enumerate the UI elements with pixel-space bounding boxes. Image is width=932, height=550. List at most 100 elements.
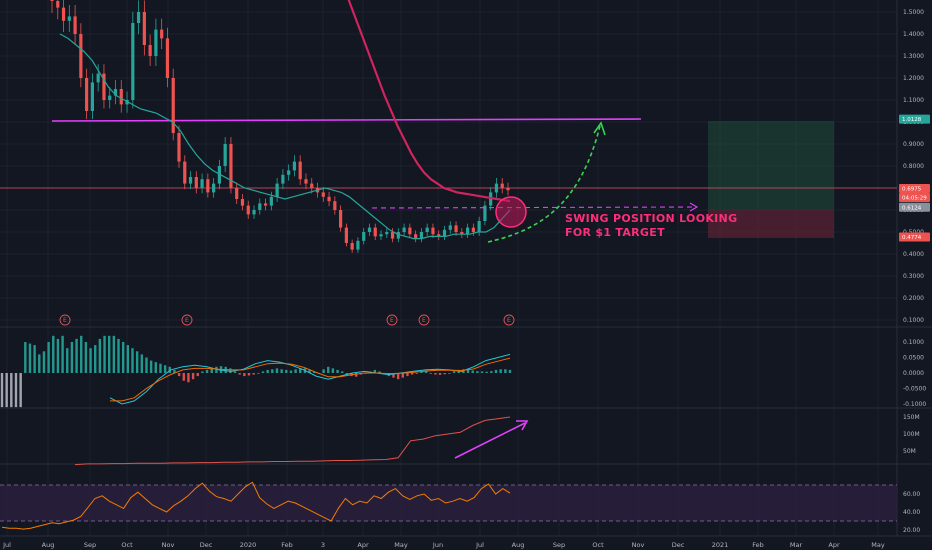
macd-histogram-bar [247, 373, 251, 376]
loss-zone-box[interactable] [708, 209, 834, 238]
price-tick-label: 0.3000 [903, 273, 924, 280]
price-tick-label: 0.4000 [903, 251, 924, 258]
time-tick-label: 2020 [240, 541, 257, 549]
macd-histogram-bar [452, 371, 456, 373]
macd-histogram-bar [252, 373, 255, 375]
macd-histogram-bar [80, 335, 83, 373]
time-tick-label: Aug [42, 541, 55, 549]
macd-histogram-bar [336, 369, 339, 373]
earnings-marker[interactable]: E [181, 314, 193, 326]
macd-histogram-bar [401, 373, 405, 378]
macd-histogram-bar [89, 348, 92, 373]
price-badge[interactable]: 0.6975 [899, 184, 930, 194]
earnings-marker[interactable]: E [503, 314, 515, 326]
macd-histogram-bar [266, 369, 269, 373]
macd-histogram-bar [443, 373, 446, 375]
slow-moving-average[interactable] [345, 0, 511, 203]
price-badge[interactable]: 04:05:29 [899, 192, 930, 202]
obv-trend-arrow[interactable] [454, 422, 526, 459]
macd-histogram-bar [415, 373, 418, 374]
moving-averages [59, 0, 511, 240]
macd-tick-label: 0.0000 [903, 370, 924, 377]
candle-body [113, 89, 118, 96]
earnings-marker[interactable]: E [386, 314, 398, 326]
macd-histogram-bar [42, 351, 46, 373]
rsi-pane [0, 481, 897, 530]
macd-histogram-bar [131, 348, 134, 373]
candle-body [339, 210, 343, 228]
profit-zone-box[interactable] [708, 121, 834, 209]
obv-line[interactable] [74, 416, 511, 466]
candle-body [448, 225, 452, 230]
macd-histogram-bar [508, 369, 512, 373]
macd-histogram-bar [112, 335, 116, 373]
candle-body [154, 29, 158, 56]
price-candles [50, 0, 510, 253]
candle-body [408, 227, 412, 235]
time-tick-label: May [871, 541, 885, 549]
candle-body [269, 196, 273, 206]
macd-histogram-bar [229, 368, 232, 373]
time-tick-label: Nov [162, 541, 175, 549]
fast-moving-average[interactable] [59, 33, 511, 240]
price-badge[interactable]: 0.6124 [899, 202, 930, 212]
time-tick-label: Dec [200, 541, 213, 549]
candle-body [500, 183, 504, 188]
candle-body [171, 78, 175, 133]
time-tick-label: Apr [357, 541, 369, 549]
macd-histogram-bar [448, 373, 451, 374]
candle-body [344, 227, 348, 243]
macd-histogram-bar [490, 371, 493, 373]
candle-body [212, 183, 216, 193]
macd-histogram-bar [438, 373, 442, 375]
candle-body [367, 227, 372, 232]
macd-histogram-bar [313, 371, 316, 373]
price-tick-label: 0.9000 [903, 141, 924, 148]
candle-body [442, 229, 447, 237]
time-tick-label: Nov [632, 541, 645, 549]
price-badge[interactable]: 0.4774 [899, 232, 930, 242]
macd-histogram-bar [504, 369, 507, 373]
macd-histogram-bar [406, 373, 409, 377]
breakout-circle[interactable] [495, 196, 527, 228]
time-tick-label: Feb [281, 541, 293, 549]
rsi-line[interactable] [1, 481, 511, 530]
macd-histogram-bar [24, 342, 27, 373]
macd-histogram-bar [33, 345, 36, 373]
macd-histogram-bar [182, 373, 185, 381]
macd-histogram-bar [392, 373, 395, 378]
earnings-marker[interactable]: E [59, 314, 71, 326]
price-badge[interactable]: 1.0128 [899, 114, 930, 124]
candle-body [390, 232, 395, 239]
earnings-marker[interactable]: E [418, 314, 430, 326]
macd-histogram-bar [126, 345, 130, 373]
macd-histogram-bar [396, 373, 400, 380]
macd-histogram-bar [355, 373, 358, 377]
macd-histogram-bar [103, 335, 106, 373]
candle-body [419, 232, 424, 239]
candle-body [483, 205, 487, 221]
macd-histogram-bar [471, 370, 474, 373]
candle-body [183, 161, 187, 184]
candle-body [396, 232, 400, 239]
macd-histogram-bar [466, 369, 470, 373]
macd-histogram-bar [476, 371, 479, 373]
macd-histogram-bar [61, 335, 64, 373]
candle-body [102, 73, 106, 100]
macd-line[interactable] [109, 353, 511, 405]
pane-separators [0, 0, 932, 537]
candle-body [136, 12, 141, 23]
candle-body [246, 205, 250, 215]
time-tick-label: Sep [84, 541, 96, 549]
candle-body [119, 89, 123, 105]
resistance-line[interactable] [51, 118, 642, 122]
candle-body [194, 177, 198, 188]
candle-body [61, 7, 66, 21]
earnings-markers: E E E E E [59, 314, 515, 326]
macd-histogram-bar [294, 369, 297, 373]
macd-signal-line[interactable] [110, 357, 511, 402]
macd-histogram-bar [420, 371, 423, 373]
macd-histogram-bar [187, 373, 190, 383]
